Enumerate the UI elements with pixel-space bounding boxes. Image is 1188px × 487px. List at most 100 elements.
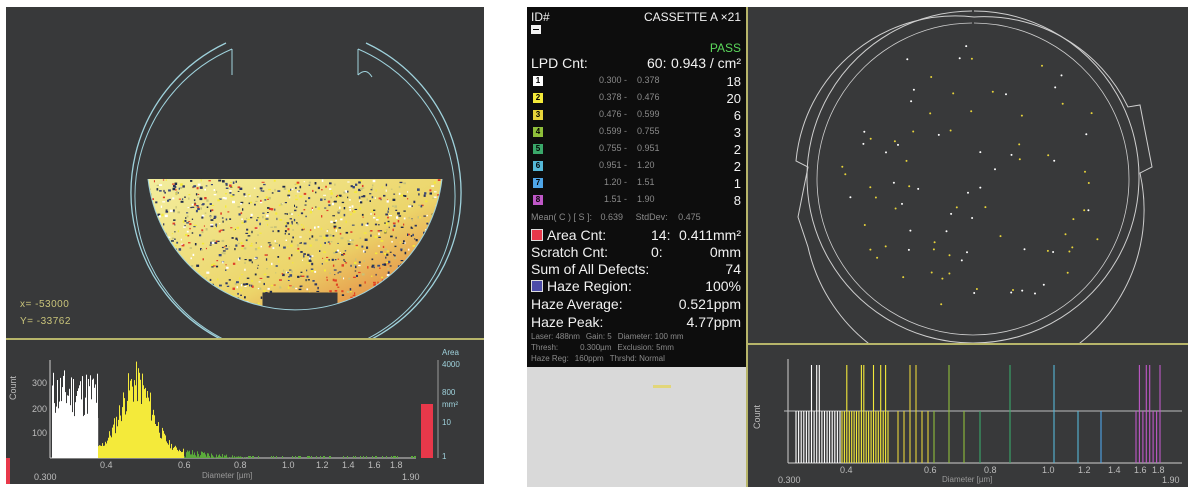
- area-swatch[interactable]: [531, 229, 543, 241]
- bin-count-2: 20: [726, 91, 741, 106]
- bin-max-3: 0.599: [637, 109, 660, 119]
- bin-min-8: 1.51 -: [603, 194, 627, 204]
- bin-swatch-6[interactable]: 6: [533, 161, 543, 171]
- xtick-3: 0.8: [234, 460, 247, 470]
- id-label: ID#: [531, 10, 550, 24]
- bin-swatch-8[interactable]: 8: [533, 195, 543, 205]
- x-coordinate: x= -53000: [20, 299, 70, 310]
- ytick-300: 300: [32, 378, 48, 388]
- pass-status: PASS: [709, 41, 741, 55]
- ytick-100: 100: [32, 428, 48, 438]
- ytick-200: 200: [32, 404, 48, 414]
- area-cnt-value: 0.411mm²: [679, 227, 741, 243]
- left-hist-xlabel: Diameter [µm]: [202, 471, 253, 480]
- bin-max-1: 0.378: [637, 75, 660, 85]
- rxtick-9: 1.90: [1162, 475, 1180, 485]
- bin-swatch-1[interactable]: 1: [533, 76, 543, 86]
- right-histogram[interactable]: Count 0.300 0.4 0.6 0.8 1.0 1.2 1.4 1.6 …: [748, 345, 1188, 487]
- bin-swatch-4[interactable]: 4: [533, 127, 543, 137]
- bin-min-7: 1.20 -: [603, 177, 627, 187]
- haze-average-value: 0.521ppm: [678, 296, 741, 312]
- haze-average-label: Haze Average:: [531, 296, 623, 312]
- left-separator: [6, 338, 484, 340]
- area-unit: mm²: [442, 400, 458, 409]
- bin-min-2: 0.378 -: [598, 92, 627, 102]
- rxtick-4: 1.0: [1042, 465, 1055, 475]
- area-cnt-label: Area Cnt:: [547, 227, 607, 243]
- rxtick-5: 1.2: [1078, 465, 1091, 475]
- sum-label: Sum of All Defects:: [531, 261, 650, 277]
- bin-min-1: 0.300 -: [598, 75, 627, 85]
- xtick-8: 1.8: [390, 460, 403, 470]
- bin-min-4: 0.599 -: [598, 126, 627, 136]
- footer-line-2: Thresh: 0.300µm Exclusion: 5mm: [531, 343, 674, 352]
- xtick-9: 1.90: [402, 472, 420, 482]
- bin-swatch-2[interactable]: 2: [533, 93, 543, 103]
- lpd-label: LPD Cnt:: [531, 55, 588, 71]
- bin-count-8: 8: [733, 193, 741, 208]
- area-bar: [421, 404, 433, 458]
- haze-region-value: 100%: [705, 278, 741, 294]
- rxtick-3: 0.8: [984, 465, 997, 475]
- haze-peak-value: 4.77ppm: [686, 314, 741, 330]
- stats-blank-area: [527, 367, 746, 487]
- sum-value: 74: [725, 261, 741, 277]
- xtick-6: 1.4: [342, 460, 355, 470]
- wafer-outer-ring: [130, 42, 462, 338]
- wafer-map-right[interactable]: [748, 7, 1188, 343]
- xtick-4: 1.0: [282, 460, 295, 470]
- rxtick-8: 1.8: [1152, 465, 1165, 475]
- lpd-count: 60:: [647, 55, 667, 71]
- rxtick-2: 0.6: [924, 465, 937, 475]
- id-toggle-button[interactable]: [531, 25, 541, 34]
- bin-max-4: 0.755: [637, 126, 660, 136]
- bin-max-6: 1.20: [637, 160, 655, 170]
- xtick-5: 1.2: [316, 460, 329, 470]
- bin-count-1: 18: [726, 74, 741, 89]
- y-coordinate: Y= -33762: [20, 316, 71, 327]
- mean-line: Mean( C ) [ S ]: 0.639 StdDev: 0.475: [531, 212, 701, 222]
- bin-count-7: 1: [733, 176, 741, 191]
- wafer-inner-outline: [795, 15, 1153, 343]
- bin-min-5: 0.755 -: [598, 143, 627, 153]
- footer-line-1: Laser: 488nm Gain: 5 Diameter: 100 mm: [531, 332, 684, 341]
- bin-max-7: 1.51: [637, 177, 655, 187]
- area-4000: 4000: [442, 360, 460, 369]
- bin-count-5: 2: [733, 142, 741, 157]
- rxtick-6: 1.4: [1108, 465, 1121, 475]
- haze-swatch[interactable]: [531, 280, 543, 292]
- bin-swatch-5[interactable]: 5: [533, 144, 543, 154]
- right-hist-ylabel: Count: [752, 404, 762, 429]
- area-label: Area: [442, 348, 459, 357]
- haze-peak-label: Haze Peak:: [531, 314, 604, 330]
- area-10: 10: [442, 418, 451, 427]
- bin-count-6: 2: [733, 159, 741, 174]
- scratch-label: Scratch Cnt:: [531, 244, 609, 260]
- rxtick-1: 0.4: [840, 465, 853, 475]
- right-hist-xlabel: Diameter [µm]: [942, 475, 993, 484]
- xtick-1: 0.4: [100, 460, 113, 470]
- xtick-7: 1.6: [368, 460, 381, 470]
- cassette-label: CASSETTE A ×21: [643, 10, 741, 24]
- bin-max-8: 1.90: [637, 194, 655, 204]
- area-cnt-count: 14:: [651, 227, 671, 243]
- lpd-density: 0.943 / cm²: [670, 55, 741, 71]
- wafer-outline-right: [806, 10, 1140, 343]
- xtick-0: 0.300: [34, 472, 57, 482]
- bin-count-4: 3: [733, 125, 741, 140]
- bin-swatch-3[interactable]: 3: [533, 110, 543, 120]
- rxtick-7: 1.6: [1134, 465, 1147, 475]
- haze-region-label: Haze Region:: [547, 278, 632, 294]
- vertical-separator: [746, 7, 748, 487]
- stats-panel: ID# CASSETTE A ×21 PASS LPD Cnt: 60: 0.9…: [527, 7, 746, 367]
- wafer-map-left[interactable]: x= -53000 Y= -33762: [6, 7, 484, 338]
- right-separator: [748, 343, 1188, 345]
- left-histogram[interactable]: Count 300 200 100 0.300 0.4 0.6 0.8 1.0 …: [6, 340, 484, 484]
- area-800: 800: [442, 388, 456, 397]
- bin-swatch-7[interactable]: 7: [533, 178, 543, 188]
- bin-max-5: 0.951: [637, 143, 660, 153]
- scratch-value: 0mm: [709, 244, 741, 260]
- left-hist-ylabel: Count: [8, 375, 18, 400]
- bin-count-3: 6: [733, 108, 741, 123]
- scratch-count: 0:: [651, 244, 663, 260]
